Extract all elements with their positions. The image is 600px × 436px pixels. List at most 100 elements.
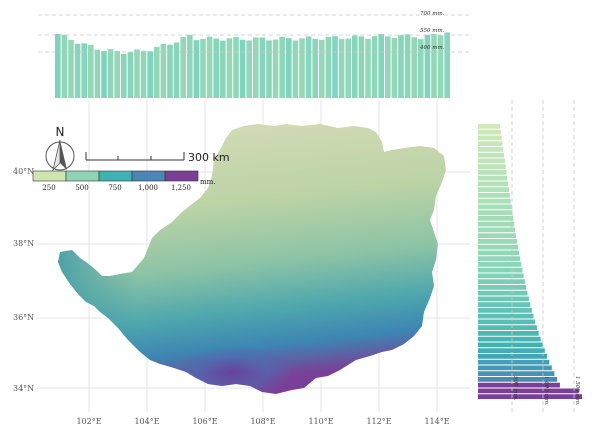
profile-bar	[101, 50, 107, 98]
profile-bar	[286, 38, 292, 98]
profile-bar	[478, 290, 528, 296]
legend-label: 1,250	[171, 184, 191, 192]
profile-bar	[55, 34, 61, 98]
lon-tick-label: 112°E	[366, 417, 391, 426]
profile-bar	[213, 38, 219, 98]
profile-bar	[478, 342, 543, 348]
profile-bar	[226, 38, 233, 98]
profile-bar	[478, 244, 519, 250]
right-ref-label: 1 500 mm.	[574, 376, 580, 406]
profile-bar	[478, 377, 558, 382]
profile-bar	[478, 187, 509, 192]
precipitation-legend: 250 500 750 1,000 1,250 mm.	[32, 170, 216, 192]
profile-bar	[478, 175, 508, 181]
profile-bar	[478, 388, 579, 394]
legend-swatch	[32, 170, 67, 182]
profile-bar	[134, 49, 140, 98]
profile-bar	[365, 38, 371, 98]
profile-bar	[74, 43, 81, 98]
right-ref-label: 500 mm.	[512, 376, 518, 401]
profile-bar	[391, 37, 398, 98]
lat-tick-label: 34°N	[13, 384, 34, 393]
profile-bar	[478, 158, 505, 164]
profile-bar	[478, 308, 532, 313]
profile-bar	[478, 354, 548, 359]
profile-bar	[266, 40, 272, 98]
lon-tick-label: 108°E	[250, 417, 275, 426]
profile-bar	[478, 216, 514, 221]
profile-bar	[167, 44, 173, 98]
profile-bar	[299, 38, 305, 98]
north-arrow: N	[45, 125, 75, 172]
profile-bar	[478, 227, 516, 233]
profile-bar	[61, 34, 68, 98]
profile-bar	[478, 181, 509, 187]
profile-bar	[478, 239, 518, 244]
profile-bar	[345, 38, 351, 98]
profile-bar	[398, 35, 404, 98]
lon-tick-label: 102°E	[76, 417, 101, 426]
lon-tick-label: 114°E	[424, 417, 449, 426]
profile-bar	[478, 302, 531, 307]
latitude-precipitation-profile: 500 mm. 1 000 mm. 1 500 mm.	[478, 100, 582, 412]
lat-tick-label: 40°N	[13, 167, 34, 176]
profile-bar	[121, 53, 127, 98]
profile-bar	[478, 210, 513, 215]
north-arrow-icon	[60, 140, 67, 170]
legend-label: 250	[42, 184, 55, 192]
legend-swatch	[164, 170, 199, 182]
profile-bar	[319, 39, 325, 98]
profile-bar	[437, 35, 444, 98]
longitude-labels: 102°E 104°E 106°E 108°E 110°E 112°E 114°…	[76, 417, 449, 426]
profile-bar	[478, 170, 507, 175]
profile-bar	[478, 147, 504, 152]
profile-bar	[279, 36, 285, 98]
top-ref-label: 400 mm.	[419, 45, 445, 51]
profile-bar	[478, 273, 524, 279]
profile-bar	[68, 39, 74, 98]
profile-bar	[246, 40, 252, 98]
profile-bar	[127, 52, 134, 98]
profile-bar	[81, 43, 87, 98]
profile-bar	[478, 279, 525, 284]
profile-bar	[478, 319, 536, 325]
lat-tick-label: 38°N	[13, 239, 34, 248]
lon-tick-label: 104°E	[134, 417, 159, 426]
profile-bar	[478, 193, 510, 198]
profile-bar	[312, 38, 318, 98]
profile-bar	[233, 36, 239, 98]
top-ref-label: 700 mm.	[420, 11, 445, 17]
right-ref-label: 1 000 mm.	[543, 376, 549, 406]
profile-bar	[478, 325, 537, 330]
profile-bar	[160, 43, 167, 98]
profile-bar	[424, 34, 431, 98]
profile-bar	[478, 262, 522, 267]
profile-bar	[418, 39, 424, 98]
profile-bar	[478, 129, 501, 135]
profile-bar	[206, 36, 213, 98]
lon-tick-label: 106°E	[192, 417, 217, 426]
profile-bar	[404, 34, 411, 98]
profile-bar	[444, 32, 450, 98]
profile-bar	[114, 50, 120, 98]
profile-bar	[478, 313, 534, 319]
profile-bar	[332, 36, 338, 98]
legend-label: 750	[108, 184, 121, 192]
profile-bar	[220, 40, 226, 98]
profile-bar	[478, 296, 529, 302]
profile-bar	[478, 371, 555, 376]
north-arrow-label: N	[56, 125, 65, 139]
profile-bar	[385, 36, 391, 98]
profile-bar	[239, 39, 246, 98]
legend-label: 1,000	[138, 184, 158, 192]
longitude-precipitation-profile: 700 mm. 550 mm. 400 mm.	[38, 11, 470, 98]
lat-tick-label: 36°N	[13, 313, 34, 322]
profile-bar	[411, 37, 417, 98]
profile-bar	[478, 348, 545, 353]
legend-swatch	[131, 170, 166, 182]
profile-bar	[478, 267, 523, 273]
profile-bar	[478, 141, 503, 146]
profile-bar	[478, 285, 527, 290]
profile-bar	[338, 39, 345, 98]
profile-bar	[259, 37, 266, 98]
